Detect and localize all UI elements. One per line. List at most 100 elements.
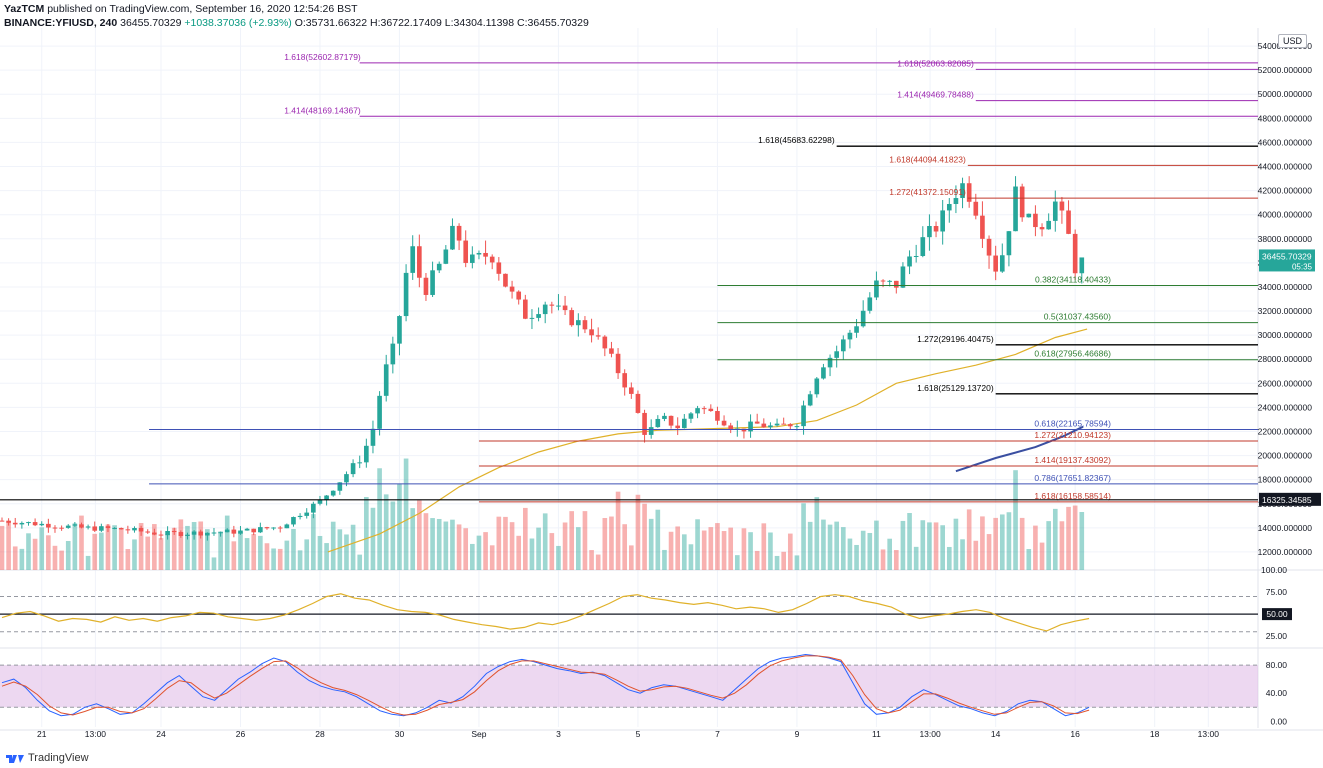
candle-body[interactable] — [99, 526, 104, 531]
candle-body[interactable] — [330, 490, 336, 496]
candle-body[interactable] — [191, 531, 197, 535]
candle-body[interactable] — [834, 351, 839, 358]
candle-body[interactable] — [271, 527, 276, 529]
candle-body[interactable] — [854, 326, 859, 333]
candle-body[interactable] — [589, 329, 594, 336]
candle-body[interactable] — [463, 240, 469, 263]
candle-body[interactable] — [774, 423, 780, 426]
candle-body[interactable] — [1052, 201, 1058, 221]
candle-body[interactable] — [695, 408, 700, 414]
candle-body[interactable] — [417, 246, 422, 278]
candle-body[interactable] — [887, 280, 892, 282]
candle-body[interactable] — [118, 527, 124, 530]
candle-body[interactable] — [65, 525, 71, 528]
candle-body[interactable] — [410, 246, 416, 273]
candle-body[interactable] — [1059, 201, 1065, 211]
candle-body[interactable] — [1013, 186, 1018, 232]
candle-body[interactable] — [993, 255, 998, 272]
stoch-k-line[interactable] — [1, 653, 1090, 717]
candle-body[interactable] — [1033, 213, 1038, 228]
candle-body[interactable] — [787, 424, 793, 427]
candle-body[interactable] — [708, 408, 714, 412]
candle-body[interactable] — [874, 280, 879, 298]
candle-body[interactable] — [337, 482, 343, 491]
candle-body[interactable] — [681, 418, 687, 429]
candle-body[interactable] — [523, 299, 528, 319]
candle-body[interactable] — [364, 445, 369, 463]
candle-body[interactable] — [1039, 227, 1045, 230]
currency-badge[interactable]: USD — [1278, 34, 1308, 48]
candle-body[interactable] — [635, 393, 641, 413]
candle-body[interactable] — [304, 512, 310, 516]
candle-body[interactable] — [470, 254, 475, 263]
candle-body[interactable] — [317, 499, 323, 504]
candle-body[interactable] — [370, 428, 376, 446]
candle-body[interactable] — [483, 252, 488, 257]
candle-body[interactable] — [814, 378, 820, 395]
candle-body[interactable] — [132, 528, 137, 531]
candle-body[interactable] — [907, 256, 912, 267]
candle-body[interactable] — [761, 423, 767, 428]
rsi-line[interactable] — [1, 593, 1090, 632]
candle-body[interactable] — [953, 198, 959, 204]
candle-body[interactable] — [311, 503, 316, 513]
publisher-name[interactable]: YazTCM — [4, 3, 45, 15]
candle-body[interactable] — [781, 423, 787, 425]
candle-body[interactable] — [125, 529, 131, 531]
candle-body[interactable] — [198, 531, 204, 536]
candle-body[interactable] — [609, 348, 614, 354]
candle-body[interactable] — [390, 343, 396, 365]
candle-body[interactable] — [12, 522, 18, 525]
candle-body[interactable] — [728, 425, 734, 430]
candle-body[interactable] — [980, 215, 985, 239]
candle-body[interactable] — [595, 335, 601, 337]
candle-body[interactable] — [72, 524, 78, 526]
candle-body[interactable] — [6, 520, 11, 523]
candle-body[interactable] — [748, 421, 753, 432]
candle-body[interactable] — [231, 529, 237, 534]
candle-body[interactable] — [19, 522, 25, 525]
candle-body[interactable] — [423, 277, 429, 295]
candle-body[interactable] — [840, 339, 846, 352]
candle-body[interactable] — [668, 415, 674, 426]
candle-body[interactable] — [357, 462, 363, 464]
candle-body[interactable] — [966, 183, 972, 202]
candle-body[interactable] — [576, 320, 581, 326]
candle-body[interactable] — [264, 527, 270, 529]
candle-body[interactable] — [933, 226, 939, 232]
candle-body[interactable] — [324, 495, 329, 500]
candle-body[interactable] — [973, 201, 979, 216]
candle-body[interactable] — [0, 520, 5, 522]
candle-body[interactable] — [768, 425, 773, 428]
candle-body[interactable] — [152, 532, 157, 535]
candle-body[interactable] — [715, 411, 720, 421]
candle-body[interactable] — [145, 531, 151, 533]
candle-body[interactable] — [436, 263, 442, 271]
candle-body[interactable] — [297, 515, 303, 518]
candle-body[interactable] — [185, 534, 190, 536]
candle-body[interactable] — [218, 532, 223, 534]
candle-body[interactable] — [205, 532, 210, 536]
candle-body[interactable] — [39, 523, 45, 526]
candle-body[interactable] — [1046, 220, 1051, 230]
candle-body[interactable] — [1006, 231, 1012, 256]
candle-body[interactable] — [92, 526, 98, 531]
candle-body[interactable] — [622, 373, 628, 388]
candle-body[interactable] — [430, 270, 435, 295]
candle-body[interactable] — [999, 255, 1005, 272]
candle-body[interactable] — [688, 413, 694, 419]
candle-body[interactable] — [827, 357, 833, 368]
candle-body[interactable] — [397, 316, 402, 344]
candle-body[interactable] — [893, 280, 899, 288]
candle-body[interactable] — [403, 272, 409, 317]
candle-body[interactable] — [913, 255, 919, 257]
candle-body[interactable] — [79, 524, 84, 528]
candle-body[interactable] — [46, 523, 51, 528]
candle-body[interactable] — [238, 530, 243, 534]
candle-body[interactable] — [529, 317, 535, 319]
candle-body[interactable] — [721, 420, 727, 426]
candle-body[interactable] — [615, 353, 621, 374]
candle-body[interactable] — [258, 527, 263, 533]
candle-body[interactable] — [867, 297, 873, 311]
